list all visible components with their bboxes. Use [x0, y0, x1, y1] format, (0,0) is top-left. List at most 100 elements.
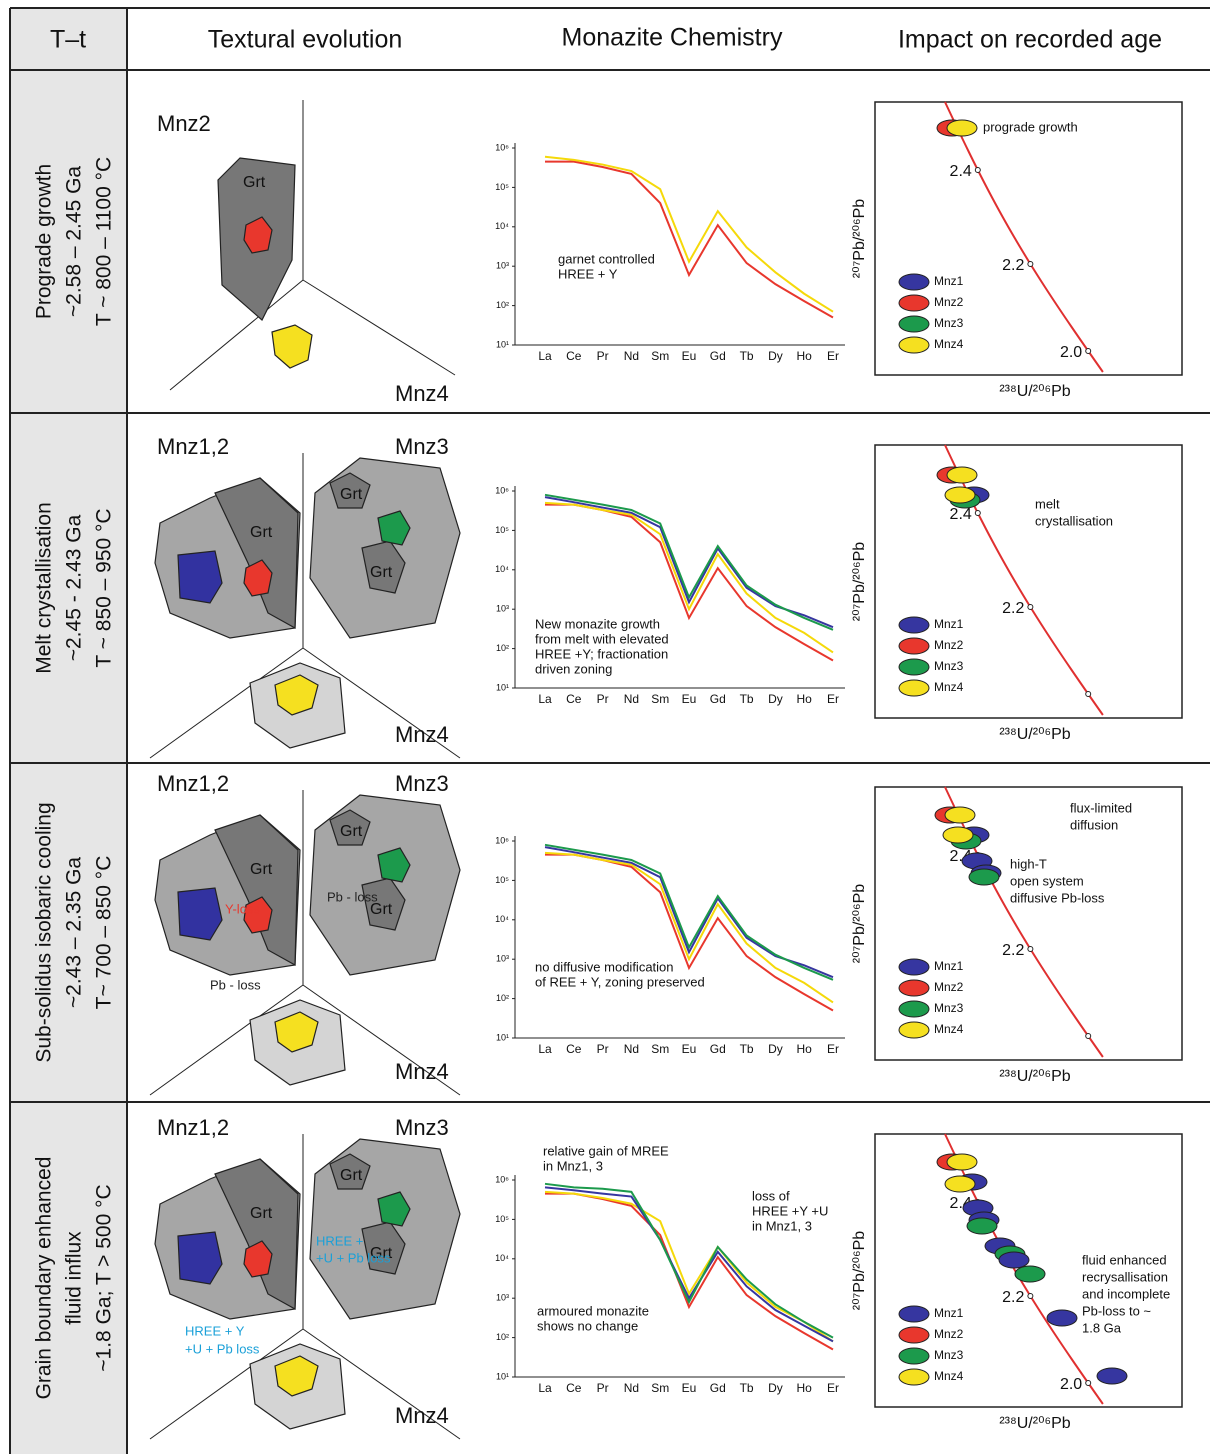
- age-note: recrysallisation: [1082, 1269, 1168, 1284]
- grain-label: Grt: [250, 1205, 273, 1222]
- texture-note: Pb - loss: [210, 977, 261, 992]
- x-tick-label: Pr: [597, 1381, 609, 1395]
- axis-label: ²³⁸U/²⁰⁶Pb: [999, 726, 1070, 743]
- grain-label: Grt: [370, 564, 393, 581]
- legend-swatch: [899, 1327, 929, 1343]
- age-note: prograde growth: [983, 119, 1078, 134]
- x-tick-label: Eu: [682, 1042, 697, 1056]
- chem-note: armoured monazite: [537, 1303, 649, 1318]
- stage-label: ~1.8 Ga; T > 500 °C: [93, 1184, 116, 1371]
- x-tick-label: Ce: [566, 1042, 582, 1056]
- legend-label: Mnz4: [934, 337, 964, 351]
- texture-note: +U + Pb loss: [185, 1341, 260, 1356]
- legend-label: Mnz4: [934, 1022, 964, 1036]
- y-tick-label: 10²: [496, 1332, 509, 1342]
- figure: T–t Textural evolution Monazite Chemistr…: [0, 0, 1210, 1454]
- legend-label: Mnz1: [934, 274, 964, 288]
- age-label: 2.0: [1060, 344, 1082, 361]
- age-label: 2.2: [1002, 257, 1024, 274]
- age-note: fluid enhanced: [1082, 1252, 1167, 1267]
- x-tick-label: Nd: [624, 1042, 639, 1056]
- chem-note: relative gain of MREE: [543, 1143, 669, 1158]
- chem-note: garnet controlled: [558, 251, 655, 266]
- x-tick-label: La: [538, 1381, 552, 1395]
- y-tick-label: 10⁵: [495, 525, 509, 535]
- concordia: [945, 102, 1103, 372]
- x-tick-label: Gd: [710, 692, 726, 706]
- grain-label: Grt: [340, 486, 363, 503]
- chem-note: in Mnz1, 3: [752, 1218, 812, 1233]
- y-tick-label: 10⁴: [495, 564, 509, 574]
- x-tick-label: Ho: [797, 1381, 813, 1395]
- analysis-ellipse: [1097, 1368, 1127, 1384]
- stage-label: Grain boundary enhanced: [33, 1157, 56, 1400]
- header: T–t: [50, 26, 86, 54]
- chem-note: HREE +Y; fractionation: [535, 646, 668, 661]
- x-tick-label: Er: [827, 1381, 839, 1395]
- legend-swatch: [899, 680, 929, 696]
- x-tick-label: Er: [827, 692, 839, 706]
- legend-label: Mnz1: [934, 1306, 964, 1320]
- age-note: 1.8 Ga: [1082, 1320, 1122, 1335]
- legend-swatch: [899, 659, 929, 675]
- x-tick-label: Ce: [566, 349, 582, 363]
- x-tick-label: Sm: [651, 1381, 669, 1395]
- analysis-ellipse: [1047, 1310, 1077, 1326]
- x-tick-label: Ho: [797, 349, 813, 363]
- x-tick-label: La: [538, 1042, 552, 1056]
- chem-note: HREE +Y +U: [752, 1203, 828, 1218]
- legend-swatch: [899, 980, 929, 996]
- x-tick-label: Eu: [682, 692, 697, 706]
- age-point: [1028, 947, 1033, 952]
- texture-note: +U + Pb loss: [316, 1250, 391, 1265]
- x-tick-label: Dy: [768, 1042, 783, 1056]
- age-label: 2.4: [950, 163, 972, 180]
- age-point: [1086, 1381, 1091, 1386]
- legend-swatch: [899, 316, 929, 332]
- legend-swatch: [899, 1022, 929, 1038]
- age-frame: [875, 787, 1182, 1060]
- age-point: [975, 168, 980, 173]
- grain-label: Grt: [340, 1167, 363, 1184]
- legend-swatch: [899, 1001, 929, 1017]
- x-tick-label: Gd: [710, 1042, 726, 1056]
- age-label: 2.4: [950, 506, 972, 523]
- stage-label: Melt crystallisation: [33, 502, 56, 674]
- stage-label: T ~ 800 – 1100 °C: [93, 157, 116, 326]
- axis-label: ²⁰⁷Pb/²⁰⁶Pb: [851, 542, 868, 622]
- mnz-label: Mnz3: [395, 434, 449, 459]
- y-tick-label: 10³: [496, 954, 509, 964]
- stage-label: ~2.58 – 2.45 Ga: [63, 166, 86, 318]
- axis-label: ²⁰⁷Pb/²⁰⁶Pb: [851, 884, 868, 964]
- legend-label: Mnz3: [934, 659, 964, 673]
- axis-label: ²³⁸U/²⁰⁶Pb: [999, 1068, 1070, 1085]
- mnz-label: Mnz1,2: [157, 434, 229, 459]
- concordia: [945, 445, 1103, 715]
- chem-note: in Mnz1, 3: [543, 1158, 603, 1173]
- legend-label: Mnz1: [934, 617, 964, 631]
- grain-label: Grt: [250, 861, 273, 878]
- y-tick-label: 10⁴: [495, 1253, 509, 1263]
- x-tick-label: Ho: [797, 692, 813, 706]
- age-frame: [875, 102, 1182, 375]
- mnz-label: Mnz1,2: [157, 771, 229, 796]
- age-label: 2.2: [1002, 1289, 1024, 1306]
- age-note: diffusive Pb-loss: [1010, 890, 1105, 905]
- y-tick-label: 10⁵: [495, 875, 509, 885]
- x-tick-label: Gd: [710, 349, 726, 363]
- mnz-label: Mnz4: [395, 722, 449, 747]
- y-tick-label: 10⁶: [495, 835, 509, 845]
- y-tick-label: 10⁵: [495, 1214, 509, 1224]
- y-tick-label: 10²: [496, 993, 509, 1003]
- legend-swatch: [899, 337, 929, 353]
- y-tick-label: 10¹: [496, 1371, 509, 1381]
- analysis-ellipse: [943, 827, 973, 843]
- analysis-ellipse: [947, 120, 977, 136]
- x-tick-label: Sm: [651, 1042, 669, 1056]
- legend-label: Mnz2: [934, 295, 964, 309]
- legend-swatch: [899, 617, 929, 633]
- age-note: Pb-loss to ~: [1082, 1303, 1151, 1318]
- x-tick-label: La: [538, 349, 552, 363]
- legend-swatch: [899, 295, 929, 311]
- x-tick-label: Pr: [597, 1042, 609, 1056]
